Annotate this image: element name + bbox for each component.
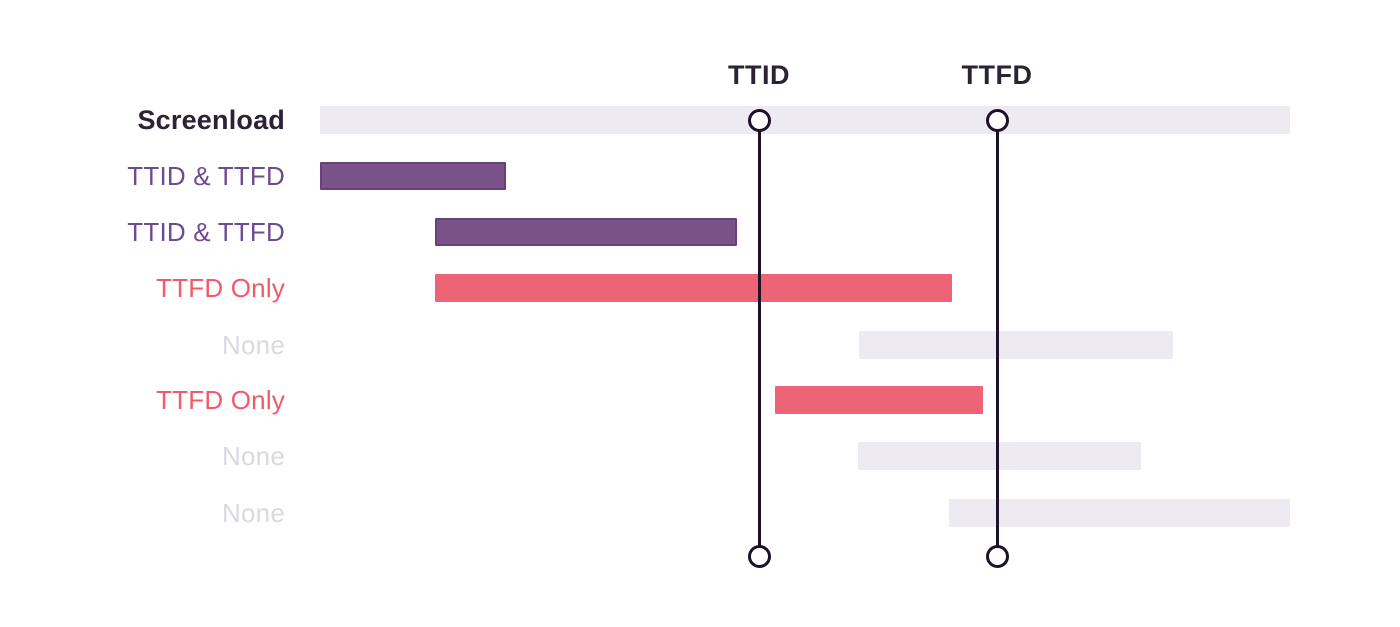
row-label-ttfd-only: TTFD Only [156,385,285,415]
marker-label-ttid: TTID [728,60,790,90]
row-label-none: None [222,498,285,528]
marker-ttfd-top-circle [985,108,1009,132]
marker-ttid-bottom-circle [747,544,771,568]
row-label-ttid-ttfd: TTID & TTFD [127,217,285,247]
marker-line-ttfd [995,120,999,556]
row-label-screenload: Screenload [137,105,285,135]
span-bar-ttid-ttfd [320,162,506,190]
row-label-ttfd-only: TTFD Only [156,273,285,303]
span-bar-ttfd-only [435,274,952,302]
row-label-ttid-ttfd: TTID & TTFD [127,161,285,191]
marker-line-ttid [757,120,761,556]
span-bar-track [320,106,1290,134]
span-bar-none [859,331,1173,359]
marker-ttid-top-circle [747,108,771,132]
marker-ttfd-bottom-circle [985,544,1009,568]
row-label-none: None [222,330,285,360]
marker-label-ttfd: TTFD [961,60,1033,90]
span-bar-none [858,442,1141,470]
span-bar-none [949,499,1290,527]
span-bar-ttfd-only [775,386,983,414]
row-label-none: None [222,441,285,471]
span-bar-ttid-ttfd [435,218,737,246]
